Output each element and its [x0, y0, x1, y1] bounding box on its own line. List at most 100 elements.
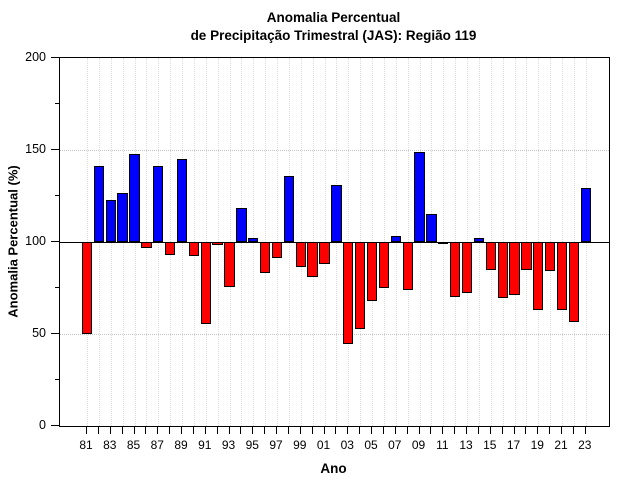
plot-area — [59, 57, 610, 427]
bar-2013 — [461, 242, 473, 293]
x-axis-tick — [501, 427, 503, 434]
bar-1985 — [129, 153, 140, 242]
x-axis-tick — [299, 427, 301, 434]
chart-title-line2: de Precipitação Trimestral (JAS): Região… — [190, 28, 477, 43]
bar-2006 — [378, 242, 390, 288]
x-axis-tick — [133, 427, 135, 434]
x-axis-tick — [525, 427, 527, 434]
x-axis-tick — [335, 427, 337, 434]
bar-1994 — [236, 208, 247, 242]
x-axis-tick — [204, 427, 206, 434]
x-axis-tick — [181, 427, 182, 434]
bar-2010 — [426, 213, 437, 242]
bar-1996 — [259, 242, 271, 274]
x-axis-tick-label: 19 — [530, 438, 544, 452]
bar-2001 — [319, 242, 330, 265]
x-axis-tick — [584, 427, 586, 434]
bar-2003 — [343, 242, 354, 345]
bar-1993 — [224, 242, 235, 288]
bar-2023 — [580, 187, 591, 242]
bar-1997 — [271, 242, 283, 258]
x-axis-tick-label: 81 — [79, 438, 93, 452]
x-axis-tick-label: 05 — [364, 438, 378, 452]
x-axis-tick-label: 17 — [506, 438, 521, 452]
x-axis-tick-label: 95 — [245, 438, 259, 452]
x-axis-tick — [121, 427, 123, 434]
x-axis-tick — [454, 427, 456, 434]
x-axis-tick — [169, 427, 171, 434]
x-axis-tick — [109, 427, 111, 434]
bar-1999 — [295, 242, 306, 267]
y-axis-tick — [51, 57, 59, 58]
x-axis-tick — [537, 427, 539, 434]
bar-1995 — [248, 238, 259, 242]
x-axis-tick-label: 15 — [483, 438, 497, 452]
x-axis-tick — [382, 427, 384, 434]
y-axis-tick — [51, 241, 59, 242]
bar-1989 — [176, 159, 188, 242]
x-axis-tick — [466, 427, 467, 434]
x-axis-tick-label: 11 — [436, 438, 449, 452]
x-axis-tick-label: 89 — [174, 438, 188, 452]
bar-2007 — [390, 235, 401, 242]
bar-2004 — [355, 242, 366, 329]
x-axis-tick — [287, 427, 289, 434]
x-axis-tick — [157, 427, 159, 434]
x-axis-tick-label: 13 — [459, 438, 473, 452]
y-axis-tick-label: 0 — [39, 418, 46, 432]
x-axis-tick — [477, 427, 479, 434]
x-axis-tick — [406, 427, 408, 434]
bar-2019 — [533, 242, 544, 311]
bar-2016 — [497, 242, 508, 299]
bar-1991 — [200, 242, 211, 324]
x-axis-tick-label: 01 — [316, 438, 331, 452]
x-axis-tick — [252, 427, 254, 434]
y-axis-minor-tick — [55, 379, 59, 380]
x-axis-tick — [371, 427, 372, 434]
bar-2009 — [414, 151, 425, 242]
bar-2002 — [331, 185, 342, 242]
y-axis-minor-tick — [55, 287, 59, 288]
bar-1988 — [164, 242, 176, 255]
x-axis-tick — [276, 427, 277, 434]
bar-2017 — [509, 242, 520, 296]
x-axis-tick — [430, 427, 432, 434]
bar-1981 — [81, 242, 93, 334]
chart-title: Anomalia Percentual de Precipitação Trim… — [59, 9, 608, 45]
bar-1987 — [153, 165, 164, 242]
y-axis-tick — [51, 425, 59, 426]
x-axis-tick — [216, 427, 218, 434]
bar-1984 — [117, 193, 128, 242]
bar-2000 — [307, 242, 318, 277]
x-axis-tick — [264, 427, 266, 434]
y-axis-minor-tick — [55, 195, 59, 196]
x-axis-tick — [240, 427, 242, 434]
x-axis-tick-label: 93 — [221, 438, 236, 452]
y-axis-minor-tick — [55, 103, 59, 104]
x-axis-tick — [228, 427, 230, 434]
x-axis-tick — [394, 427, 396, 434]
x-axis-tick — [359, 427, 361, 434]
x-axis-tick — [418, 427, 420, 434]
x-axis-tick-label: 23 — [578, 438, 592, 452]
bar-2020 — [545, 242, 556, 272]
x-axis-tick — [561, 427, 562, 434]
x-axis-tick-label: 97 — [269, 438, 283, 452]
x-axis-tick-label: 87 — [150, 438, 164, 452]
x-axis-tick-label: 07 — [388, 438, 402, 452]
x-axis-tick-label: 21 — [554, 438, 568, 452]
x-axis-tick — [489, 427, 491, 434]
x-axis-tick — [442, 427, 444, 434]
baseline-100 — [60, 242, 609, 243]
x-axis-tick-label: 99 — [293, 438, 307, 452]
bar-2005 — [366, 242, 378, 301]
x-axis-tick-label: 09 — [411, 438, 426, 452]
x-axis-tick — [347, 427, 349, 434]
bar-1982 — [93, 165, 105, 242]
x-axis-tick — [311, 427, 313, 434]
bar-2015 — [485, 242, 496, 270]
y-axis-tick — [51, 333, 59, 334]
x-axis-tick — [192, 427, 194, 434]
y-axis-tick-label: 50 — [32, 326, 46, 340]
